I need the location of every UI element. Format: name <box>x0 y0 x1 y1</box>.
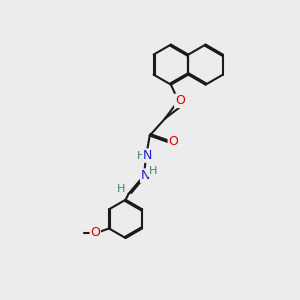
Text: H: H <box>148 166 157 176</box>
Text: O: O <box>168 135 178 148</box>
Text: O: O <box>90 226 100 239</box>
Text: N: N <box>143 149 152 162</box>
Text: H: H <box>117 184 125 194</box>
Text: H: H <box>137 151 145 160</box>
Text: N: N <box>141 169 150 182</box>
Text: O: O <box>175 94 185 107</box>
